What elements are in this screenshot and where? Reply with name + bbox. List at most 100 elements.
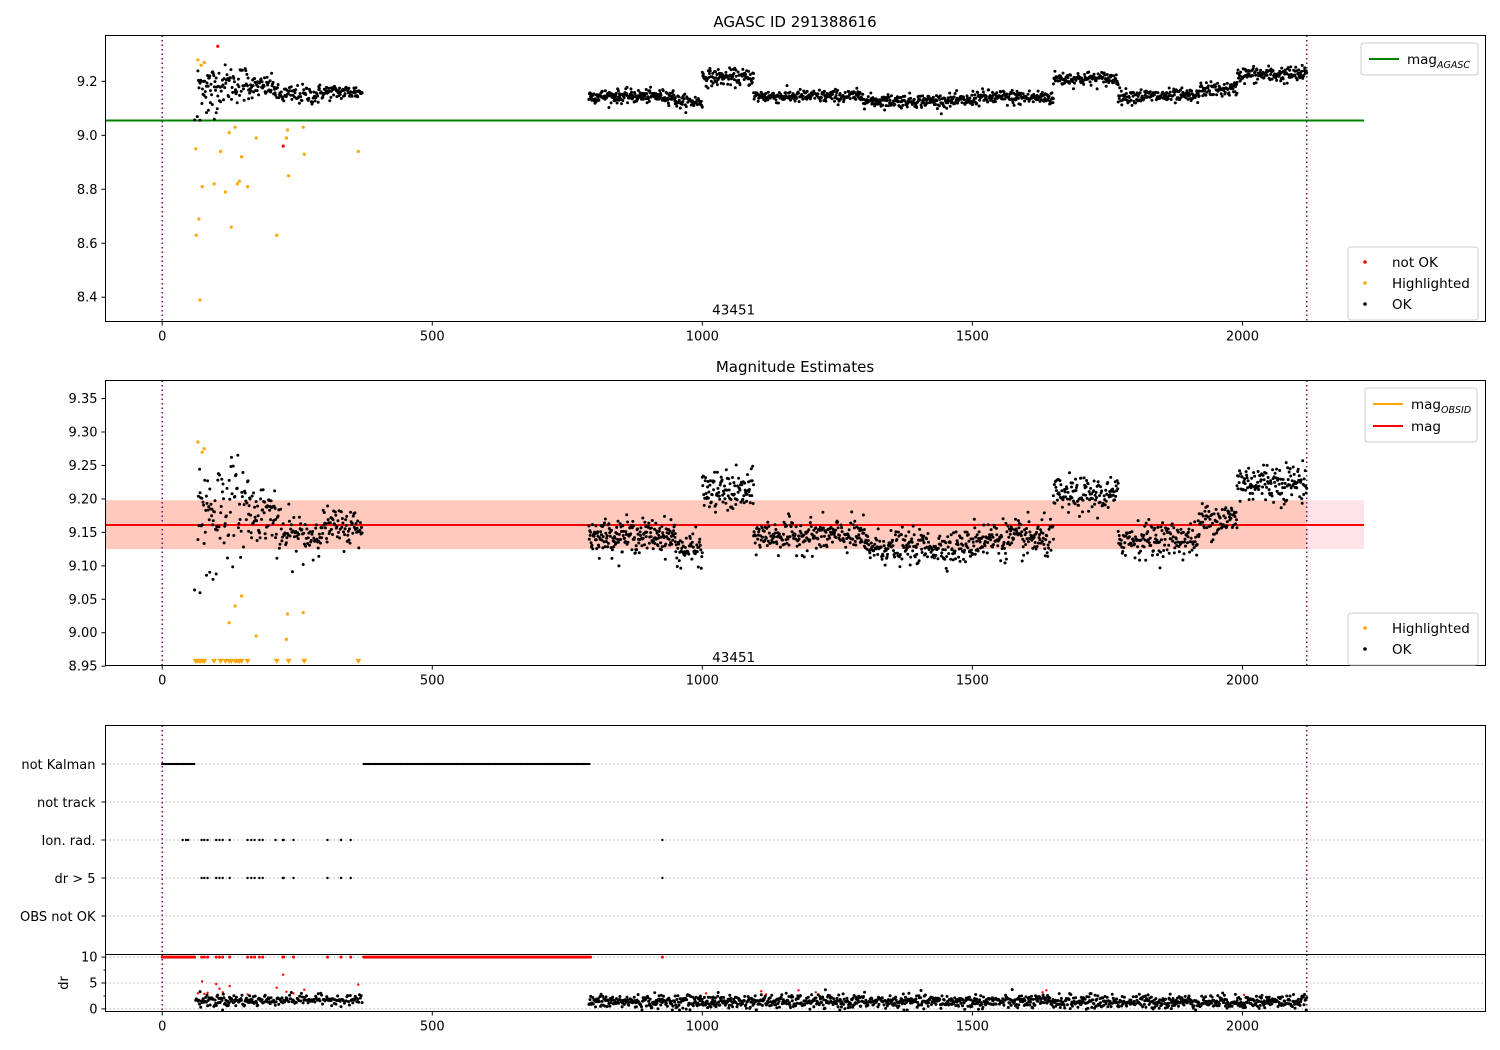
mag-point-ok xyxy=(1129,541,1133,545)
mag-point-ok xyxy=(799,531,803,535)
mag-point-ok xyxy=(1144,558,1148,562)
agasc-point-ok xyxy=(1267,64,1271,68)
mag-point-ok xyxy=(1049,548,1053,552)
dr-point-ok xyxy=(214,1004,218,1007)
agasc-point-ok xyxy=(293,91,297,95)
mag-point-ok xyxy=(1046,543,1050,547)
mag-point-ok xyxy=(731,476,734,479)
agasc-point-ok xyxy=(711,71,715,75)
mag-point-ok xyxy=(1191,542,1195,546)
mag-point-ok xyxy=(1193,520,1197,524)
mag-point-ok xyxy=(193,588,197,592)
agasc-point-ok xyxy=(1222,82,1226,86)
dr-point-ok xyxy=(197,998,201,1002)
mag-point-ok xyxy=(643,543,646,547)
mag-point-ok xyxy=(707,505,711,509)
dr-point-ok xyxy=(634,1005,638,1009)
agasc-x-tick-label: 2000 xyxy=(1226,330,1259,345)
dr-point-ok xyxy=(706,1006,710,1010)
mag-point-ok xyxy=(615,525,619,529)
mag-point-ok xyxy=(661,531,665,535)
agasc-point-ok xyxy=(1119,89,1123,93)
agasc-point-ok xyxy=(246,84,249,88)
agasc-point-ok xyxy=(1251,74,1255,77)
mag-point-ok xyxy=(757,530,761,534)
agasc-point-ok xyxy=(719,81,723,85)
mag-point-ok xyxy=(1138,558,1142,562)
agasc-point-ok xyxy=(284,95,288,99)
agasc-point-ok xyxy=(729,68,733,72)
mag-point-ok xyxy=(1109,475,1113,479)
mag-point-ok xyxy=(1269,481,1273,485)
mag-point-ok xyxy=(1067,510,1070,514)
mag-point-ok xyxy=(1000,547,1004,551)
agasc-point-ok xyxy=(204,95,208,99)
agasc-point-ok xyxy=(724,70,728,74)
mag-point-ok xyxy=(988,533,992,537)
mag-point-highlighted xyxy=(301,611,305,615)
agasc-point-ok xyxy=(1205,90,1209,94)
mag-point-ok xyxy=(1183,537,1187,541)
agasc-point-ok xyxy=(853,91,857,95)
agasc-point-ok xyxy=(1012,103,1016,107)
mag-point-ok xyxy=(751,464,755,468)
mag-point-ok xyxy=(1079,476,1083,480)
mag-point-ok xyxy=(204,494,208,498)
agasc-point-ok xyxy=(1142,96,1146,100)
mag-point-ok xyxy=(1269,479,1273,483)
mag-point-ok xyxy=(750,494,754,498)
mag-point-ok xyxy=(809,525,813,528)
flag-point-ion-rad- xyxy=(215,838,218,842)
agasc-point-ok xyxy=(216,94,220,98)
mag-point-ok xyxy=(1243,477,1247,481)
mag-point-ok xyxy=(1248,491,1252,495)
agasc-point-ok xyxy=(1167,86,1171,90)
mag-point-ok xyxy=(1045,534,1049,538)
mag-point-ok xyxy=(306,536,310,540)
mag-point-ok xyxy=(253,505,257,509)
agasc-point-ok xyxy=(884,104,888,108)
agasc-point-ok xyxy=(832,89,836,93)
flag-point-ion-rad- xyxy=(326,838,329,842)
agasc-point-ok xyxy=(212,74,216,78)
mag-point-ok xyxy=(1302,493,1306,496)
mag-point-ok xyxy=(962,557,965,561)
agasc-point-ok xyxy=(986,100,990,104)
dr-point-ok xyxy=(786,999,790,1003)
mag-point-ok xyxy=(261,488,265,492)
mag-point-ok xyxy=(758,545,762,549)
flag-row-label: not Kalman xyxy=(21,758,95,773)
mag-point-ok xyxy=(722,492,726,496)
dr-point-ok xyxy=(784,991,788,995)
mag-point-ok xyxy=(306,542,310,545)
mag-point-ok xyxy=(340,517,344,520)
legend-marker-swatch xyxy=(1363,626,1367,630)
mag-point-ok xyxy=(831,540,834,544)
mag-point-ok xyxy=(198,491,202,495)
mag-point-ok xyxy=(1251,497,1255,501)
mag-point-ok xyxy=(904,534,908,538)
mag-point-ok xyxy=(626,520,630,524)
mag-point-ok xyxy=(948,541,952,544)
mag-point-ok xyxy=(1299,480,1303,484)
agasc-point-ok xyxy=(1118,94,1122,98)
mag-point-ok xyxy=(773,523,777,527)
mag-point-ok xyxy=(261,508,265,512)
mag-point-ok xyxy=(203,478,207,482)
agasc-point-highlighted xyxy=(212,182,216,186)
mag-point-ok xyxy=(713,470,717,474)
mag-point-ok xyxy=(727,477,731,481)
mag-point-ok xyxy=(1102,494,1106,498)
agasc-point-ok xyxy=(751,76,755,80)
mag-point-ok xyxy=(763,539,767,542)
mag-point-ok xyxy=(256,504,260,508)
agasc-point-ok xyxy=(1227,93,1231,97)
mag-point-ok xyxy=(788,514,791,518)
mag-point-ok xyxy=(1236,487,1240,491)
mag-point-ok xyxy=(1189,522,1193,526)
mag-point-ok xyxy=(302,531,306,535)
mag-point-ok xyxy=(988,535,992,539)
mag-point-ok xyxy=(1201,514,1205,518)
mag-point-ok xyxy=(1305,486,1309,490)
agasc-point-ok xyxy=(858,91,862,95)
